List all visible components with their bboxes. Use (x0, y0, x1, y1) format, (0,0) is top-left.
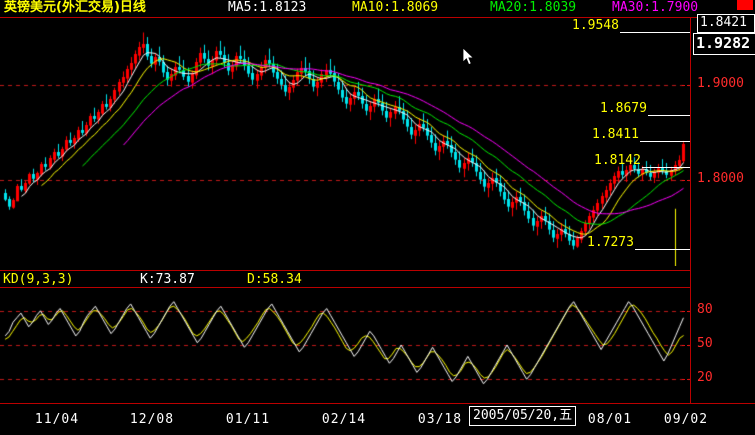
kd-axis-label: 20 (697, 370, 713, 385)
indicator-name[interactable]: KD(9,3,3) (3, 272, 74, 287)
date-axis-tick-label: 12/08 (129, 412, 175, 427)
indicator-d-readout: D:58.34 (247, 272, 302, 287)
kd-axis-tick (682, 379, 690, 380)
axis-divider (690, 17, 691, 404)
price-level-line (620, 32, 690, 33)
price-axis-label: 1.9000 (697, 76, 744, 91)
price-level-label: 1.9548 (572, 18, 619, 33)
date-axis-tick-label: 02/14 (321, 412, 367, 427)
price-level-label: 1.7273 (587, 235, 634, 250)
last-price-box: 1.9282 (693, 33, 755, 55)
price-axis-level-tick (682, 249, 690, 250)
kd-axis-tick (682, 311, 690, 312)
status-marker (737, 0, 753, 10)
kd-axis: 80 50 20 (682, 288, 755, 402)
ma5-readout: MA5:1.8123 (228, 0, 307, 15)
price-axis-level-tick (682, 115, 690, 116)
date-axis-tick-label: 09/02 (663, 412, 709, 427)
price-level-label: 1.8142 (594, 153, 641, 168)
kd-axis-label: 50 (697, 336, 713, 351)
ma10-readout: MA10:1.8069 (352, 0, 439, 15)
kd-indicator-pane[interactable] (0, 288, 690, 402)
kd-canvas[interactable] (0, 288, 690, 402)
date-axis-rule (0, 403, 755, 404)
price-level-line (642, 167, 690, 168)
crosshair-date-tooltip: 2005/05/20,五 (469, 406, 577, 426)
page-title: 英镑美元(外汇交易)日线 (4, 0, 146, 15)
date-axis-tick-label: 11/04 (34, 412, 80, 427)
price-axis-level-tick (682, 141, 690, 142)
price-axis-level-tick (682, 167, 690, 168)
date-axis-tick-label: 03/18 (417, 412, 463, 427)
price-axis-label: 1.8000 (697, 171, 744, 186)
price-level-line (648, 115, 690, 116)
candlestick-canvas[interactable] (0, 18, 690, 266)
indicator-k-readout: K:73.87 (140, 272, 195, 287)
chart-header: 英镑美元(外汇交易)日线 MA5:1.8123 MA10:1.8069 MA20… (0, 0, 755, 16)
date-axis-tick-label: 01/11 (225, 412, 271, 427)
kd-axis-label: 80 (697, 302, 713, 317)
ma30-readout: MA30:1.7900 (612, 0, 699, 15)
price-axis-level-tick (682, 32, 690, 33)
price-axis-tick (682, 85, 690, 86)
price-level-label: 1.8679 (600, 101, 647, 116)
price-axis: 1.9000 1.8000 (682, 18, 755, 266)
kd-axis-tick (682, 345, 690, 346)
price-axis-tick (682, 180, 690, 181)
price-level-line (640, 141, 690, 142)
price-level-line (635, 249, 690, 250)
price-level-label: 1.8411 (592, 127, 639, 142)
ma20-readout: MA20:1.8039 (490, 0, 577, 15)
header-divider (0, 17, 755, 18)
price-pane-bottom-rule (0, 270, 690, 271)
indicator-pane-top-rule (0, 287, 690, 288)
date-axis-tick-label: 08/01 (587, 412, 633, 427)
date-axis[interactable]: 11/0412/0801/1102/1403/1804/2105/2508/01… (0, 404, 755, 435)
price-chart-pane[interactable] (0, 18, 690, 266)
